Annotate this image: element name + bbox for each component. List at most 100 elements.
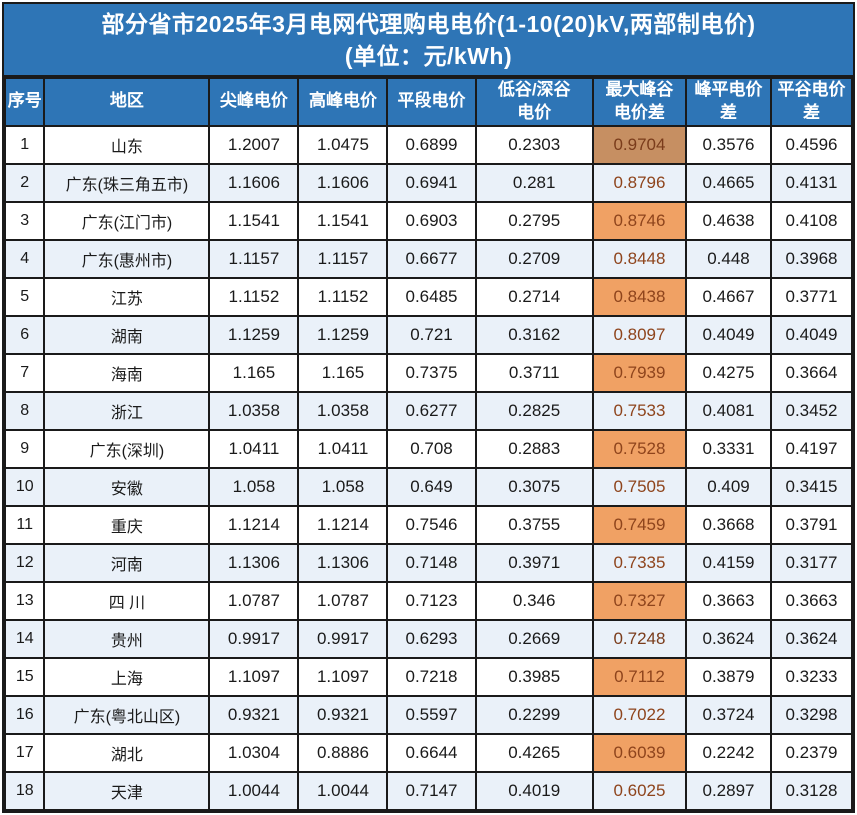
table-row: 15 上海 1.1097 1.1097 0.7218 0.3985 0.7112 0.3879… (3, 656, 854, 697)
flat-valley-diff-cell: 0.4108 (769, 200, 854, 241)
flat-valley-diff-cell: 0.4596 (769, 124, 854, 165)
sharp-peak-price-cell: 1.1259 (208, 314, 300, 355)
sharp-peak-price-cell: 0.9321 (208, 694, 300, 735)
valley-price-cell: 0.2883 (474, 428, 594, 469)
flat-price-cell: 0.5597 (386, 694, 477, 735)
table-row: 12 河南 1.1306 1.1306 0.7148 0.3971 0.7335 0.4159… (3, 542, 854, 583)
peak-flat-diff-cell: 0.3879 (684, 656, 772, 697)
peak-price-cell: 1.0044 (297, 770, 389, 812)
region-cell: 湖南 (43, 314, 211, 355)
flat-price-cell: 0.6277 (386, 390, 477, 431)
region-cell: 河南 (43, 542, 211, 583)
header-row: 序号 地区 尖峰电价 高峰电价 平段电价 低谷/深谷 电价 最大峰谷 电价差 峰… (3, 77, 854, 127)
col-header-sharp-peak-price: 尖峰电价 (208, 77, 300, 127)
flat-valley-diff-cell: 0.3298 (769, 694, 854, 735)
max-peak-valley-diff-cell: 0.8097 (591, 314, 687, 355)
flat-price-cell: 0.6485 (386, 276, 477, 317)
valley-price-cell: 0.2303 (474, 124, 594, 165)
row-index-cell: 12 (3, 542, 46, 583)
valley-price-cell: 0.2795 (474, 200, 594, 241)
valley-price-cell: 0.4019 (474, 770, 594, 812)
peak-price-cell: 1.1606 (297, 162, 389, 203)
flat-valley-diff-cell: 0.3791 (769, 504, 854, 545)
sharp-peak-price-cell: 0.9917 (208, 618, 300, 659)
flat-price-cell: 0.6293 (386, 618, 477, 659)
flat-price-cell: 0.7375 (386, 352, 477, 393)
row-index-cell: 14 (3, 618, 46, 659)
row-index-cell: 8 (3, 390, 46, 431)
row-index-cell: 11 (3, 504, 46, 545)
max-peak-valley-diff-cell: 0.7528 (591, 428, 687, 469)
sharp-peak-price-cell: 1.165 (208, 352, 300, 393)
peak-price-cell: 1.1306 (297, 542, 389, 583)
peak-price-cell: 0.9917 (297, 618, 389, 659)
max-peak-valley-diff-cell: 0.8746 (591, 200, 687, 241)
row-index-cell: 3 (3, 200, 46, 241)
peak-flat-diff-cell: 0.3663 (684, 580, 772, 621)
valley-price-cell: 0.3711 (474, 352, 594, 393)
table-row: 10 安徽 1.058 1.058 0.649 0.3075 0.7505 0.409 0.34… (3, 466, 854, 507)
peak-price-cell: 1.1152 (297, 276, 389, 317)
region-cell: 四 川 (43, 580, 211, 621)
row-index-cell: 5 (3, 276, 46, 317)
valley-price-cell: 0.2299 (474, 694, 594, 735)
table-row: 3 广东(江门市) 1.1541 1.1541 0.6903 0.2795 0.8746 0.… (3, 200, 854, 241)
flat-price-cell: 0.7218 (386, 656, 477, 697)
region-cell: 安徽 (43, 466, 211, 507)
sharp-peak-price-cell: 1.0411 (208, 428, 300, 469)
valley-price-cell: 0.3755 (474, 504, 594, 545)
col-header-index: 序号 (3, 77, 46, 127)
peak-price-cell: 1.165 (297, 352, 389, 393)
col-header-flat-valley-diff: 平谷电价 差 (769, 77, 854, 127)
valley-price-cell: 0.4265 (474, 732, 594, 773)
valley-price-cell: 0.2714 (474, 276, 594, 317)
flat-price-cell: 0.708 (386, 428, 477, 469)
peak-flat-diff-cell: 0.3331 (684, 428, 772, 469)
row-index-cell: 16 (3, 694, 46, 735)
row-index-cell: 17 (3, 732, 46, 773)
table-row: 2 广东(珠三角五市) 1.1606 1.1606 0.6941 0.281 0.8796 0… (3, 162, 854, 203)
flat-price-cell: 0.6941 (386, 162, 477, 203)
flat-valley-diff-cell: 0.3415 (769, 466, 854, 507)
region-cell: 重庆 (43, 504, 211, 545)
row-index-cell: 2 (3, 162, 46, 203)
table-row: 8 浙江 1.0358 1.0358 0.6277 0.2825 0.7533 0.4081 0… (3, 390, 854, 431)
table-row: 5 江苏 1.1152 1.1152 0.6485 0.2714 0.8438 0.4667 0… (3, 276, 854, 317)
table-body: 1 山东 1.2007 1.0475 0.6899 0.2303 0.9704 0.3576 0… (3, 124, 854, 812)
max-peak-valley-diff-cell: 0.7939 (591, 352, 687, 393)
valley-price-cell: 0.2709 (474, 238, 594, 279)
region-cell: 湖北 (43, 732, 211, 773)
row-index-cell: 4 (3, 238, 46, 279)
valley-price-cell: 0.2669 (474, 618, 594, 659)
peak-price-cell: 0.9321 (297, 694, 389, 735)
row-index-cell: 18 (3, 770, 46, 812)
flat-valley-diff-cell: 0.3664 (769, 352, 854, 393)
peak-flat-diff-cell: 0.4081 (684, 390, 772, 431)
peak-price-cell: 1.0787 (297, 580, 389, 621)
valley-price-cell: 0.3985 (474, 656, 594, 697)
flat-price-cell: 0.721 (386, 314, 477, 355)
max-peak-valley-diff-cell: 0.7335 (591, 542, 687, 583)
sharp-peak-price-cell: 1.1541 (208, 200, 300, 241)
flat-price-cell: 0.6899 (386, 124, 477, 165)
max-peak-valley-diff-cell: 0.6039 (591, 732, 687, 773)
peak-price-cell: 1.0411 (297, 428, 389, 469)
table-unit-label: (单位：元/kWh) (344, 42, 513, 69)
max-peak-valley-diff-cell: 0.7248 (591, 618, 687, 659)
valley-price-cell: 0.3075 (474, 466, 594, 507)
sharp-peak-price-cell: 1.0787 (208, 580, 300, 621)
max-peak-valley-diff-cell: 0.7327 (591, 580, 687, 621)
peak-flat-diff-cell: 0.3576 (684, 124, 772, 165)
flat-valley-diff-cell: 0.3452 (769, 390, 854, 431)
col-header-flat-price: 平段电价 (386, 77, 477, 127)
row-index-cell: 15 (3, 656, 46, 697)
table-title: 部分省市2025年3月电网代理购电电价(1-10(20)kV,两部制电价) (101, 10, 756, 37)
sharp-peak-price-cell: 1.1097 (208, 656, 300, 697)
peak-price-cell: 1.1214 (297, 504, 389, 545)
region-cell: 广东(江门市) (43, 200, 211, 241)
peak-price-cell: 1.1541 (297, 200, 389, 241)
peak-flat-diff-cell: 0.4049 (684, 314, 772, 355)
valley-price-cell: 0.346 (474, 580, 594, 621)
table-row: 4 广东(惠州市) 1.1157 1.1157 0.6677 0.2709 0.8448 0.… (3, 238, 854, 279)
